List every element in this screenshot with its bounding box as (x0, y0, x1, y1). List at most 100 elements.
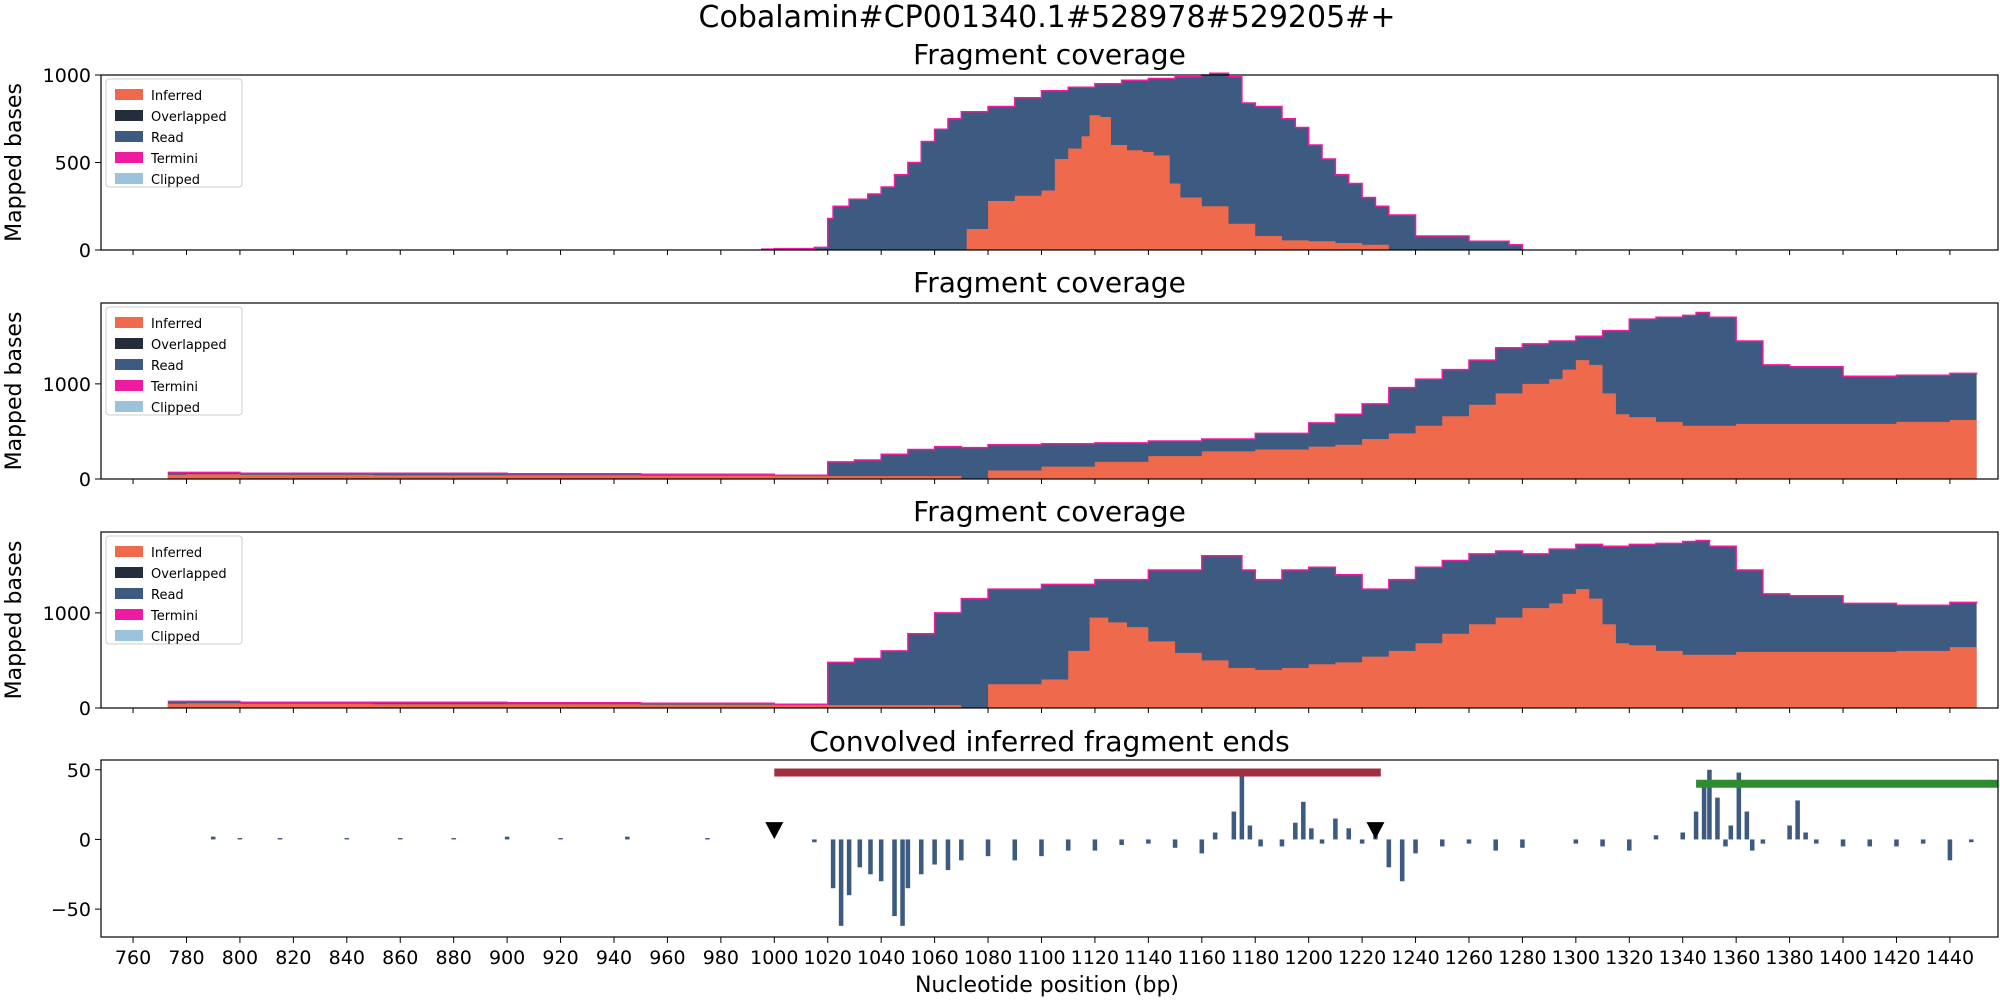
bar (1212, 832, 1218, 840)
x-tick-label: 1160 (1178, 947, 1226, 969)
series-termini (760, 72, 1524, 250)
x-tick-label: 920 (542, 947, 578, 969)
x-tick-label: 960 (649, 947, 685, 969)
bar (1359, 839, 1365, 844)
panel-2: Fragment coverage Inferred Overlapped Read T… (2, 266, 1999, 491)
x-tick-label: 940 (596, 947, 632, 969)
bar (1012, 839, 1018, 861)
x-tick-label: 1320 (1605, 947, 1653, 969)
bar (451, 838, 456, 840)
bar (1573, 839, 1579, 844)
suptitle: Cobalamin#CP001340.1#528978#529205#+ (699, 0, 1396, 35)
legend-swatch-inferred (115, 89, 143, 100)
series-inferred (167, 589, 1977, 708)
x-tick-label: 1440 (1926, 947, 1974, 969)
y-tick-label: 1000 (43, 374, 91, 396)
marker-1 (765, 822, 784, 840)
x-tick-label: 820 (275, 947, 311, 969)
y-axis-label: Mapped bases (2, 541, 27, 700)
bar (830, 839, 836, 889)
y-tick-label: 50 (67, 760, 91, 782)
legend-label-read: Read (151, 588, 184, 603)
bar (1466, 839, 1472, 844)
x-tick-label: 1240 (1391, 947, 1439, 969)
x-tick-label: 1000 (750, 947, 798, 969)
bar (878, 839, 884, 882)
x-tick-label: 840 (329, 947, 365, 969)
bar (1399, 839, 1405, 882)
bar (1146, 839, 1151, 844)
legend-label-termini: Termini (150, 152, 198, 167)
x-tick-label: 1140 (1124, 947, 1172, 969)
panel-title: Convolved inferred fragment ends (809, 725, 1290, 758)
panel-title: Fragment coverage (913, 495, 1186, 528)
bar (1744, 811, 1750, 840)
legend-swatch-overlapped (115, 110, 143, 121)
legend-swatch-clipped (115, 173, 143, 184)
x-tick-label: 1380 (1765, 947, 1813, 969)
bar (1293, 822, 1298, 840)
legend-label-termini: Termini (150, 609, 198, 624)
legend-swatch-termini (115, 380, 143, 391)
x-tick-label: 1280 (1498, 947, 1546, 969)
x-tick-label: 780 (168, 947, 204, 969)
y-tick-label: −50 (51, 899, 91, 921)
bar (1894, 839, 1899, 847)
bar (932, 839, 937, 865)
axes-frame (100, 74, 1999, 251)
bar (1760, 839, 1766, 844)
bar (1119, 839, 1124, 846)
x-tick-label: 1400 (1819, 947, 1867, 969)
bar (1039, 839, 1044, 857)
axes-frame (100, 759, 1999, 938)
bar (1520, 839, 1525, 848)
bar (1680, 832, 1685, 840)
bar (1627, 839, 1632, 851)
bar (504, 836, 510, 840)
bar (1736, 772, 1742, 840)
bar (1728, 825, 1734, 840)
legend-label-inferred: Inferred (151, 89, 202, 104)
bar (1279, 839, 1285, 847)
bar (892, 839, 897, 917)
bar (1231, 811, 1237, 840)
x-tick-label: 1060 (910, 947, 958, 969)
axes-frame (100, 302, 1999, 480)
bar (1600, 839, 1605, 847)
bar (959, 839, 964, 861)
bar (1386, 839, 1392, 868)
legend: Inferred Overlapped Read Termini Clipped (105, 535, 243, 645)
legend-swatch-read (115, 131, 143, 142)
bar (705, 838, 710, 840)
bar (838, 839, 844, 926)
bar (1309, 828, 1314, 840)
bar (1701, 780, 1707, 840)
bar (558, 838, 563, 840)
x-tick-label: 1260 (1445, 947, 1493, 969)
legend-label-termini: Termini (150, 380, 198, 395)
bar (1715, 797, 1720, 840)
bar (210, 836, 216, 840)
bar (1795, 800, 1800, 840)
x-tick-label: 1080 (964, 947, 1012, 969)
legend: Inferred Overlapped Read Termini Clipped (105, 78, 243, 188)
y-tick-label: 0 (79, 829, 91, 851)
legend-swatch-termini (115, 152, 143, 163)
bar (397, 838, 403, 840)
panel-4: Convolved inferred fragment ends 760 780 80… (51, 725, 1999, 969)
bar (1693, 811, 1699, 840)
x-tick-label: 1180 (1231, 947, 1279, 969)
bar (1493, 839, 1498, 851)
bar (1814, 839, 1819, 844)
x-tick-label: 860 (382, 947, 418, 969)
y-axis-label: Mapped bases (2, 83, 27, 242)
x-tick-label: 880 (436, 947, 472, 969)
legend-swatch-inferred (115, 546, 143, 557)
bar (1947, 839, 1953, 861)
x-tick-label: 1100 (1017, 947, 1065, 969)
axes-frame (100, 531, 1999, 709)
legend-swatch-inferred (115, 317, 143, 328)
bar (1199, 839, 1205, 854)
legend-label-clipped: Clipped (151, 173, 200, 188)
bar (1247, 825, 1253, 840)
